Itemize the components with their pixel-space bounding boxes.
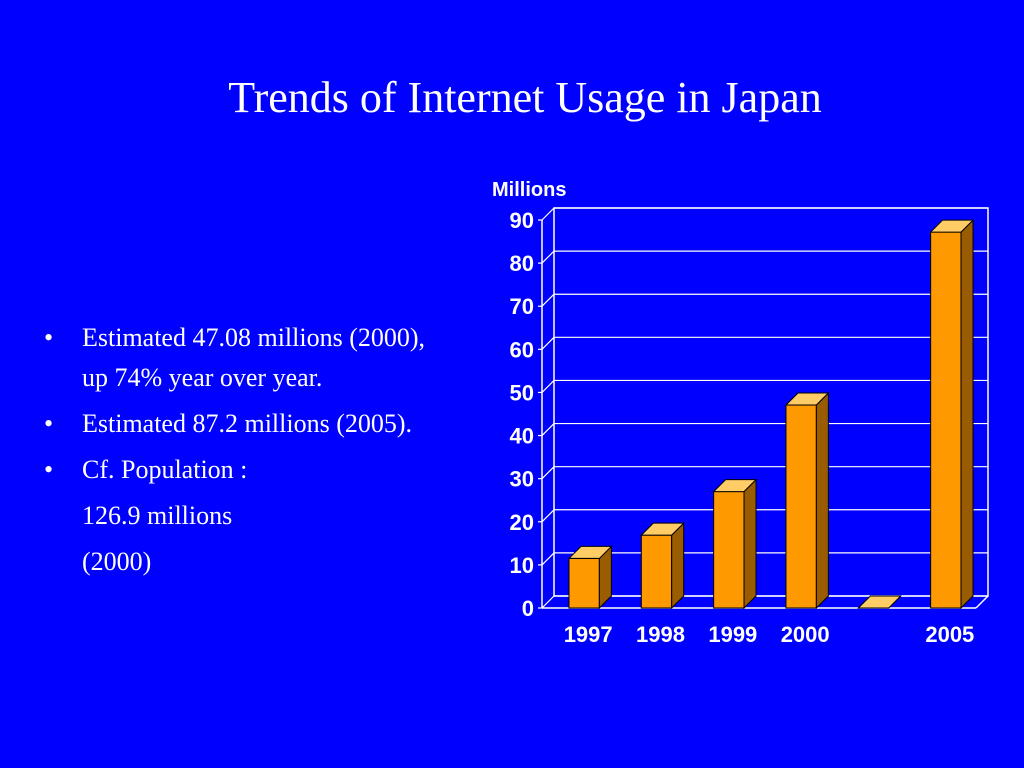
bullet-continuation: 126.9 millions <box>82 501 233 530</box>
bar-top <box>640 522 685 536</box>
y-tick-label: 50 <box>510 380 534 405</box>
bullet-list: • Estimated 47.08 millions (2000), up 74… <box>44 318 454 588</box>
bar <box>640 534 673 609</box>
bullet-dot-icon: • <box>44 455 54 484</box>
bar-side <box>743 478 757 610</box>
slide-title: Trends of Internet Usage in Japan <box>228 73 822 122</box>
bar-side <box>671 521 685 610</box>
y-tick-label: 80 <box>510 251 534 276</box>
bullet-text: Estimated 47.08 millions (2000), up 74% … <box>82 323 426 392</box>
y-tick-label: 0 <box>522 596 534 621</box>
gridline-diag <box>541 595 555 609</box>
y-tick-label: 90 <box>510 208 534 233</box>
bullet-continuation: (2000) <box>82 547 152 576</box>
bar-top <box>567 545 613 559</box>
y-tick-label: 40 <box>510 424 534 449</box>
gridline-diag <box>541 207 555 221</box>
gridline-diag <box>541 552 555 566</box>
y-tick-label: 70 <box>510 294 534 319</box>
bar <box>713 491 745 609</box>
bullet-dot-icon: • <box>44 409 54 438</box>
gridline-diag <box>541 293 555 307</box>
gridline-diag <box>541 509 555 523</box>
x-tick-label: 1998 <box>636 622 685 647</box>
bullet-item: • Estimated 87.2 millions (2005). <box>44 404 454 444</box>
x-tick-label: 1997 <box>564 622 613 647</box>
bullet-item: • Estimated 47.08 millions (2000), up 74… <box>44 318 454 398</box>
bar <box>568 557 600 609</box>
y-tick-label: 60 <box>510 337 534 362</box>
gridline-diag <box>541 423 555 436</box>
y-tick-label: 20 <box>510 510 534 535</box>
y-tick-label: 10 <box>510 553 534 578</box>
bar-top <box>857 595 902 609</box>
bar-chart: 0 10 20 30 40 50 60 70 80 90 Millions 1997 1998 1999 2… <box>480 170 1000 670</box>
bar <box>785 404 817 609</box>
x-tick-label: 2005 <box>925 622 974 647</box>
gridline-diag <box>541 250 555 264</box>
bullet-text: Estimated 87.2 millions (2005). <box>82 409 413 438</box>
bar-side <box>960 218 974 610</box>
bullet-dot-icon: • <box>44 323 54 352</box>
bar-side <box>815 391 829 610</box>
gridline-diag <box>541 336 555 350</box>
bullet-text: Cf. Population : <box>82 455 248 484</box>
bullet-item: • Cf. Population : <box>44 450 454 490</box>
y-tick-label: 30 <box>510 467 534 492</box>
gridline-diag <box>541 466 555 480</box>
bar-chart-svg: 0 10 20 30 40 50 60 70 80 90 Millions 1997 1998 1999 2… <box>492 179 989 647</box>
bar-top <box>712 479 758 493</box>
y-axis-label: Millions <box>492 179 566 201</box>
x-tick-label: 2000 <box>781 622 830 647</box>
bar-top <box>929 219 975 233</box>
gridline-diag <box>541 380 555 393</box>
chart-back-wall <box>553 207 989 597</box>
x-tick-label: 1999 <box>708 622 757 647</box>
floor-right <box>975 595 989 609</box>
bar-top <box>784 392 830 406</box>
bar <box>930 231 962 609</box>
